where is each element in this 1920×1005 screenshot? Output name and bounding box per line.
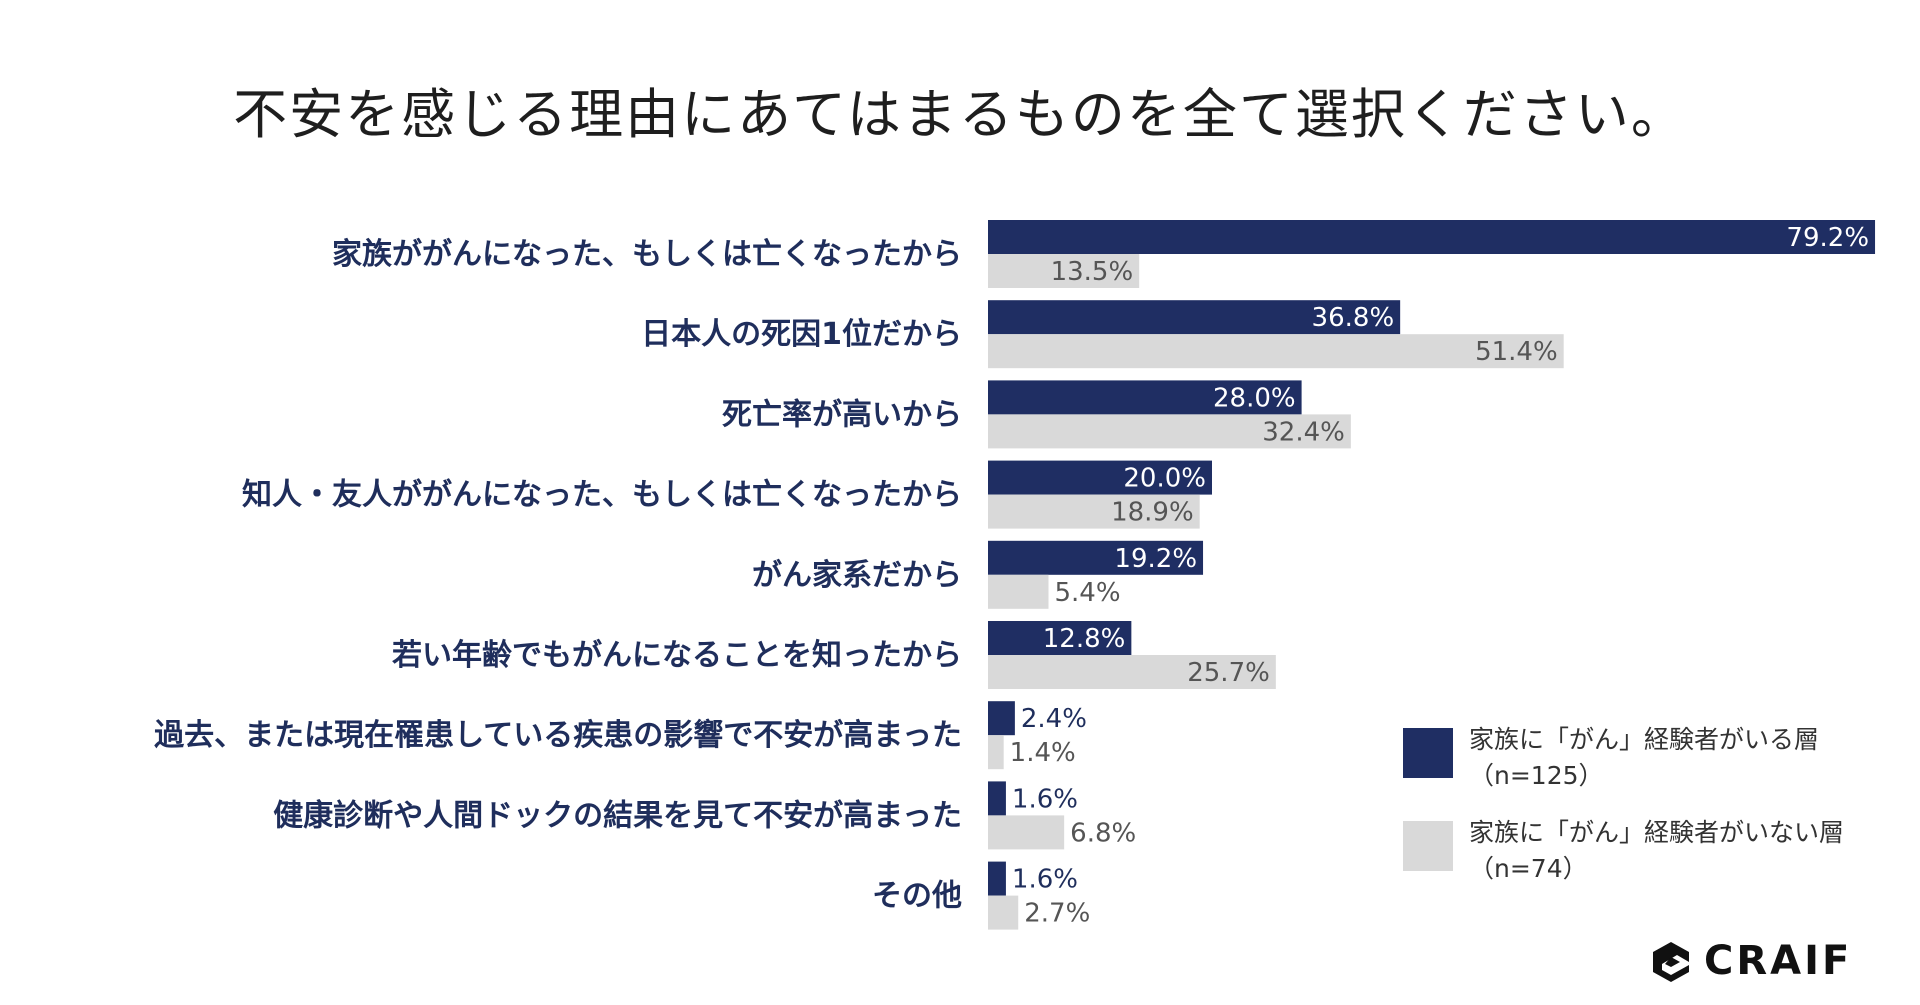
data-label-series1: 19.2%: [1114, 544, 1197, 574]
data-label-series2: 2.7%: [1024, 899, 1090, 929]
bar-series2: [988, 254, 1140, 288]
bar-series1: [988, 701, 1015, 736]
category-label: がん家系だから: [752, 558, 962, 593]
bar-series1: [988, 380, 1302, 415]
category-label: 知人・友人ががんになった、もしくは亡くなったから: [242, 478, 962, 513]
bar-series2: [988, 334, 1564, 369]
legend-label-series1: 家族に「がん」経験者がいる層: [1469, 725, 1820, 754]
data-label-series2: 13.5%: [1051, 257, 1134, 287]
data-label-series2: 1.4%: [1010, 738, 1076, 768]
bar-series1: [988, 540, 1204, 575]
data-label-series1: 2.4%: [1021, 704, 1087, 734]
bar-series2: [988, 895, 1019, 930]
data-label-series1: 79.2%: [1786, 223, 1869, 253]
data-label-series1: 20.0%: [1123, 464, 1206, 494]
data-label-series1: 12.8%: [1043, 624, 1126, 654]
data-label-series2: 5.4%: [1054, 578, 1120, 608]
category-label: 過去、または現在罹患している疾患の影響で不安が高まった: [154, 718, 962, 753]
legend-text-series2: 家族に「がん」経験者がいない層 （n=74）: [1469, 815, 1844, 887]
data-label-series1: 1.6%: [1012, 784, 1078, 814]
data-label-series2: 32.4%: [1262, 417, 1345, 447]
category-label: 日本人の死因1位だから: [641, 317, 962, 352]
bar-series2: [988, 655, 1276, 689]
bar-series2: [988, 815, 1065, 850]
bar-series2: [988, 735, 1004, 770]
brand-logo: CRAIF: [1650, 938, 1890, 984]
bar-series1: [988, 621, 1132, 655]
category-label: 家族ががんになった、もしくは亡くなったから: [332, 237, 962, 272]
category-label: 健康診断や人間ドックの結果を見て不安が高まった: [273, 798, 962, 833]
legend-swatch-series1: [1403, 728, 1453, 778]
craif-logo-icon: [1653, 942, 1689, 982]
bar-series1: [988, 861, 1006, 896]
bar-series2: [988, 574, 1049, 609]
data-label-series1: 36.8%: [1312, 303, 1395, 333]
bar-series1: [988, 781, 1006, 816]
bar-series1: [988, 220, 1876, 254]
value-labels: 79.2% 13.5% 36.8% 51.4% 28.0% 32.4% 20.0% 18.9%…: [1010, 223, 1869, 929]
brand-name: CRAIF: [1704, 938, 1853, 984]
category-label: 若い年齢でもがんになることを知ったから: [392, 638, 962, 673]
data-label-series2: 18.9%: [1111, 498, 1194, 528]
legend-n-series2: （n=74）: [1469, 854, 1588, 883]
legend-label-series2: 家族に「がん」経験者がいない層: [1469, 818, 1845, 847]
data-label-series1: 1.6%: [1012, 865, 1078, 895]
bar-series2: [988, 414, 1351, 449]
category-label: 死亡率が高いから: [722, 397, 962, 432]
bar-series2: [988, 494, 1200, 529]
data-label-series1: 28.0%: [1213, 383, 1296, 413]
chart-title: 不安を感じる理由にあてはまるものを全て選択ください。: [233, 83, 1687, 146]
bar-series1: [988, 300, 1401, 335]
legend-swatch-series2: [1403, 821, 1453, 871]
category-labels: 家族ががんになった、もしくは亡くなったから日本人の死因1位だから死亡率が高いから…: [154, 237, 962, 914]
bars: [988, 220, 1876, 930]
legend-item-series2: 家族に「がん」経験者がいない層 （n=74）: [1403, 815, 1883, 887]
data-label-series2: 6.8%: [1070, 818, 1136, 848]
category-label: その他: [872, 879, 962, 914]
legend-text-series1: 家族に「がん」経験者がいる層 （n=125）: [1469, 722, 1819, 794]
data-label-series2: 25.7%: [1187, 658, 1270, 688]
bar-series1: [988, 460, 1212, 495]
data-label-series2: 51.4%: [1475, 337, 1558, 367]
legend-item-series1: 家族に「がん」経験者がいる層 （n=125）: [1403, 722, 1883, 794]
legend-n-series1: （n=125）: [1469, 761, 1604, 790]
